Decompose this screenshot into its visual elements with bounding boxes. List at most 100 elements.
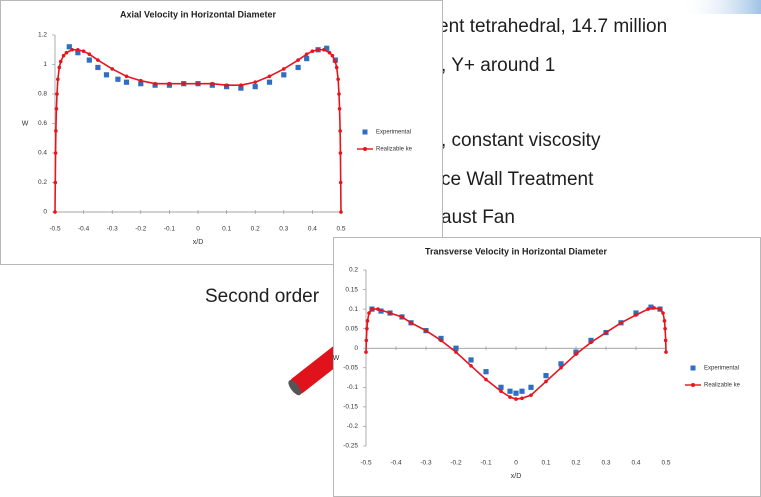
y-tick-label: 0.4 <box>38 150 47 157</box>
data-point <box>61 53 66 58</box>
y-axis-label: W <box>333 355 340 362</box>
legend-marker <box>690 365 696 371</box>
y-tick-label: 0 <box>354 345 358 352</box>
data-point <box>139 78 143 83</box>
data-point <box>57 65 62 70</box>
data-point <box>453 345 459 351</box>
y-axis-label: W <box>22 120 29 127</box>
data-point <box>55 92 59 96</box>
x-tick-label: 0.5 <box>661 460 670 467</box>
legend-marker <box>363 147 367 151</box>
data-point <box>153 81 157 86</box>
data-point <box>338 180 343 185</box>
data-point <box>304 52 309 56</box>
data-point <box>167 81 172 86</box>
data-point <box>53 210 57 214</box>
slide-text: aust Fan <box>441 207 515 228</box>
data-point <box>322 47 326 52</box>
x-tick-label: -0.5 <box>360 460 372 467</box>
data-point <box>663 338 668 343</box>
data-point <box>70 47 74 52</box>
data-point <box>86 57 92 63</box>
data-point <box>528 384 534 390</box>
data-point <box>633 310 639 316</box>
x-tick-label: 0.1 <box>541 460 550 467</box>
chart-title: Axial Velocity in Horizontal Diameter <box>120 9 277 19</box>
x-tick-label: 0.5 <box>336 226 345 233</box>
data-point <box>634 313 638 317</box>
slide-text: , Y+ around 1 <box>441 55 555 76</box>
x-tick-label: -0.2 <box>450 460 462 467</box>
slide-text: Second order <box>205 286 320 307</box>
x-tick-label: 0.2 <box>251 226 260 233</box>
data-point <box>210 81 215 86</box>
data-point <box>507 388 513 394</box>
slide-text: , constant viscosity <box>441 130 601 151</box>
x-tick-label: -0.4 <box>78 226 90 233</box>
data-point <box>365 326 369 331</box>
data-point <box>54 106 59 111</box>
data-point <box>559 365 563 370</box>
legend-label: Realizable ke <box>376 147 413 153</box>
data-point <box>58 59 63 64</box>
data-point <box>652 306 656 310</box>
legend-label: Experimental <box>704 366 739 372</box>
slide-decoration <box>680 0 761 14</box>
data-point <box>483 369 489 375</box>
chart: Transverse Velocity in Horizontal Diamet… <box>333 237 761 497</box>
data-point <box>96 58 100 62</box>
data-point <box>334 65 339 70</box>
data-point <box>330 53 335 58</box>
data-point <box>75 50 81 56</box>
data-point <box>224 83 229 87</box>
data-point <box>252 84 258 90</box>
y-tick-label: 0.2 <box>349 267 358 274</box>
data-point <box>619 321 623 325</box>
x-tick-label: -0.3 <box>420 460 432 467</box>
y-tick-label: 0.2 <box>38 179 47 186</box>
data-point <box>574 352 578 356</box>
data-point <box>181 81 186 86</box>
data-point <box>498 384 504 390</box>
data-point <box>239 83 243 87</box>
data-point <box>604 330 608 335</box>
data-point <box>87 52 92 56</box>
data-point <box>558 361 564 367</box>
x-tick-label: 0.4 <box>631 460 640 467</box>
data-point <box>338 151 343 155</box>
data-point <box>115 76 121 82</box>
data-point <box>365 319 370 323</box>
data-point <box>196 81 200 86</box>
data-point <box>513 390 519 396</box>
data-point <box>81 49 86 54</box>
y-tick-label: 0.6 <box>38 120 47 127</box>
data-point <box>310 49 315 54</box>
data-point <box>514 397 518 401</box>
chart-frame <box>0 0 443 265</box>
data-point <box>544 379 548 384</box>
data-point <box>400 315 404 319</box>
data-point <box>648 304 654 310</box>
data-point <box>438 335 444 342</box>
chart: Axial Velocity in Horizontal Diameter 0 0.… <box>0 0 443 265</box>
y-tick-label: 1 <box>43 61 47 68</box>
x-tick-label: 0.2 <box>571 460 580 467</box>
data-point <box>124 74 129 79</box>
data-point <box>327 50 332 55</box>
legend-label: Realizable ke <box>704 383 741 389</box>
data-point <box>454 350 458 354</box>
slide-text: ce Wall Treatment <box>441 169 594 190</box>
data-point <box>662 319 667 323</box>
data-point <box>589 340 593 345</box>
chart-frame <box>333 237 761 497</box>
slide-text: ent tetrahedral, 14.7 million <box>438 16 667 37</box>
data-point <box>66 44 72 50</box>
data-point <box>253 80 257 84</box>
y-tick-label: 0.8 <box>38 91 47 98</box>
x-tick-label: 0.4 <box>308 226 317 233</box>
data-point <box>573 349 579 355</box>
data-point <box>520 396 524 401</box>
data-point <box>103 72 110 78</box>
y-tick-label: 1.2 <box>38 32 47 39</box>
data-point <box>56 77 60 82</box>
